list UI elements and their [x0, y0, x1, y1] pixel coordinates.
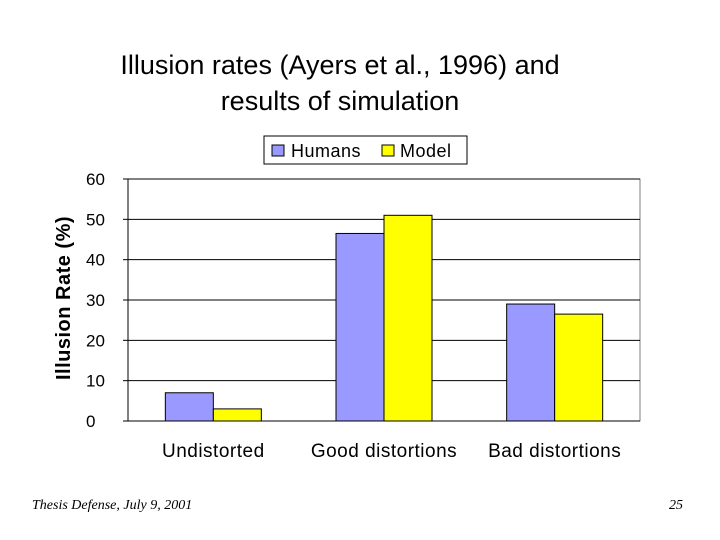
bar-humans-2: [506, 303, 556, 422]
x-category-label: Bad distortions: [488, 441, 621, 462]
bars: [164, 214, 604, 422]
legend-swatch-humans: [271, 144, 285, 157]
x-category-label: Good distortions: [311, 441, 457, 462]
x-category-label: Undistorted: [162, 441, 265, 462]
legend-box: [263, 135, 468, 165]
bar-humans-0: [164, 392, 214, 422]
legend-label-model: Model: [400, 141, 452, 161]
chart-title-line-1: Illusion rates (Ayers et al., 1996) and: [120, 50, 559, 80]
y-axis-title: Illusion Rate (%): [53, 216, 75, 380]
y-tick-label: 40: [86, 251, 105, 270]
bar-humans-1: [335, 232, 385, 422]
y-tick-label: 30: [86, 291, 105, 310]
chart-title-line-2: results of simulation: [221, 86, 460, 116]
y-tick-label: 10: [86, 372, 105, 391]
legend-label-humans: Humans: [291, 141, 361, 161]
bar-model-1: [383, 214, 433, 422]
bar-model-2: [554, 313, 604, 422]
slide-footer: Thesis Defense, July 9, 2001: [32, 498, 192, 513]
legend-swatch-model: [381, 144, 395, 157]
y-axis-ticks: 0 10 20 30 40 50 60: [86, 170, 128, 431]
y-tick-label: 60: [86, 170, 105, 189]
y-tick-label: 20: [86, 331, 105, 350]
bar-model-0: [212, 408, 262, 422]
y-tick-label: 0: [86, 412, 95, 431]
slide-page-number: 25: [669, 498, 683, 513]
chart-legend: Humans Model: [263, 135, 468, 165]
x-axis-categories: Undistorted Good distortions Bad distortio…: [162, 441, 621, 462]
y-tick-label: 50: [86, 210, 105, 229]
